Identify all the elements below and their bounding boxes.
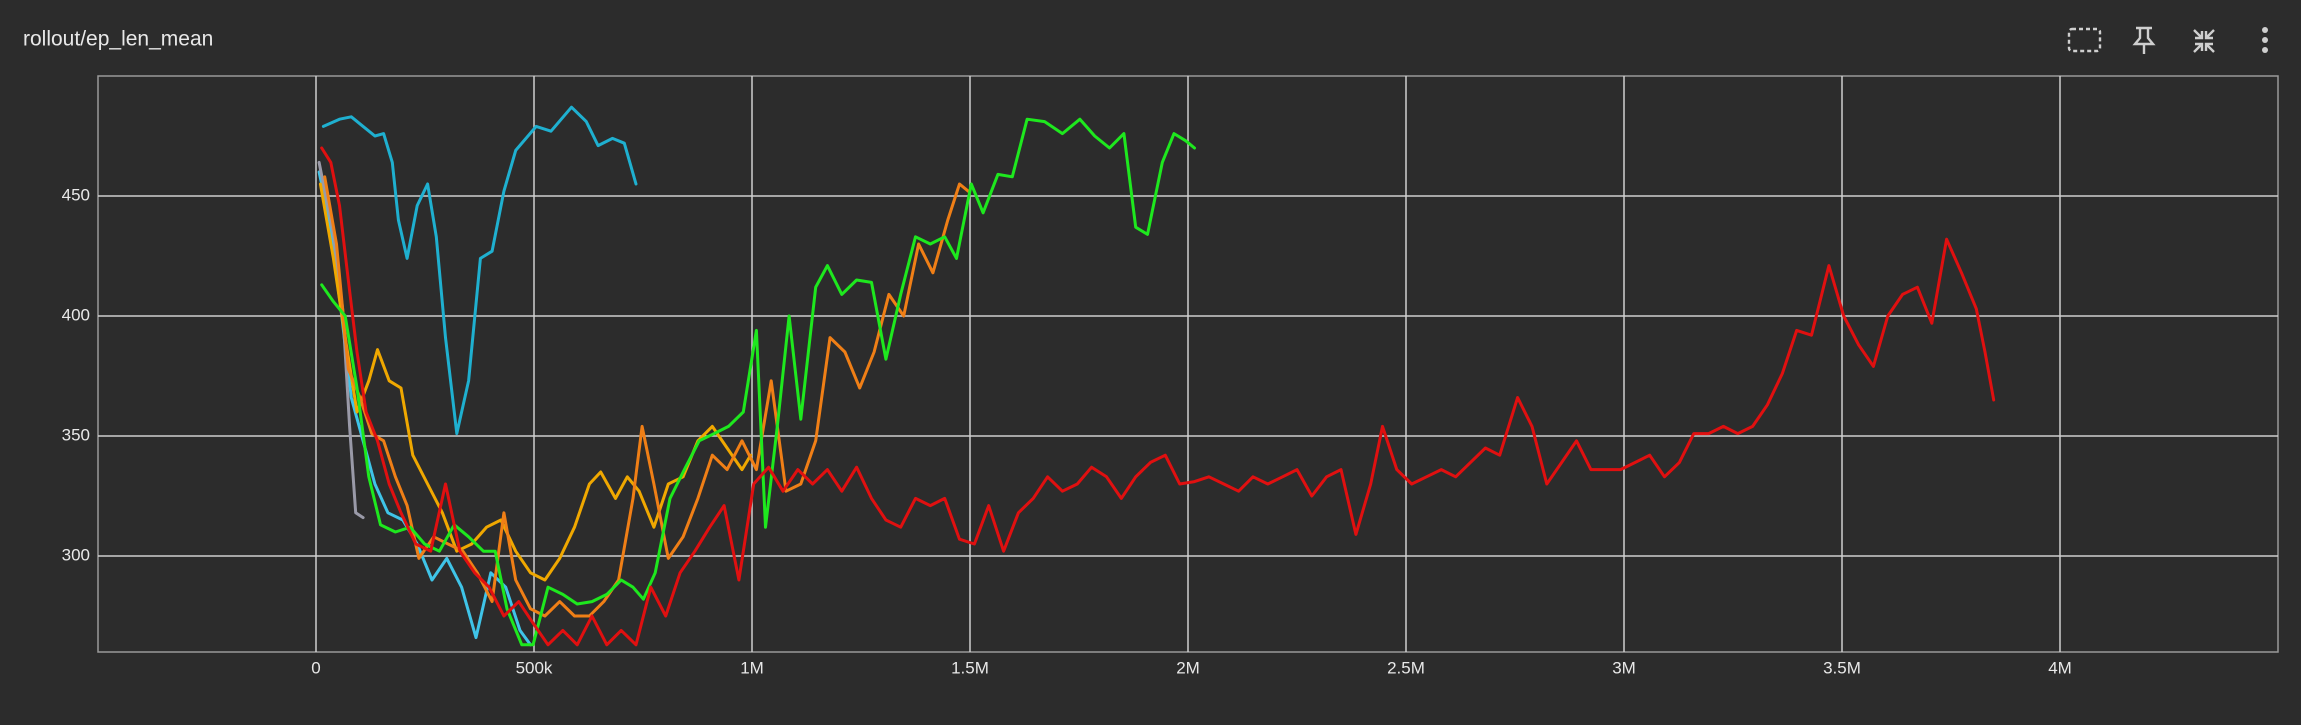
series-line <box>323 175 970 618</box>
pin-button[interactable] <box>2132 26 2156 54</box>
x-tick-label: 500k <box>516 658 553 677</box>
x-tick-label: 2.5M <box>1387 658 1425 677</box>
fit-domain-button[interactable] <box>2067 27 2102 53</box>
collapse-button[interactable] <box>2193 29 2215 53</box>
toolbar <box>2067 26 2268 54</box>
more-menu-button[interactable] <box>2262 27 2268 53</box>
x-tick-label: 1.5M <box>951 658 989 677</box>
series-line <box>317 160 365 520</box>
y-tick-label: 300 <box>62 545 90 564</box>
series-group <box>317 105 1996 647</box>
y-tick-label: 450 <box>62 185 90 204</box>
x-tick-label: 3M <box>1612 658 1636 677</box>
y-tick-label: 400 <box>62 305 90 324</box>
y-tick-label: 350 <box>62 425 90 444</box>
x-tick-label: 2M <box>1176 658 1200 677</box>
chart-title: rollout/ep_len_mean <box>23 28 213 51</box>
x-tick-label: 3.5M <box>1823 658 1861 677</box>
x-tick-label: 4M <box>2048 658 2072 677</box>
series-line <box>320 146 1996 647</box>
series-line <box>320 117 1196 647</box>
x-tick-label: 1M <box>740 658 764 677</box>
series-line <box>321 105 638 436</box>
x-tick-label: 0 <box>311 658 320 677</box>
